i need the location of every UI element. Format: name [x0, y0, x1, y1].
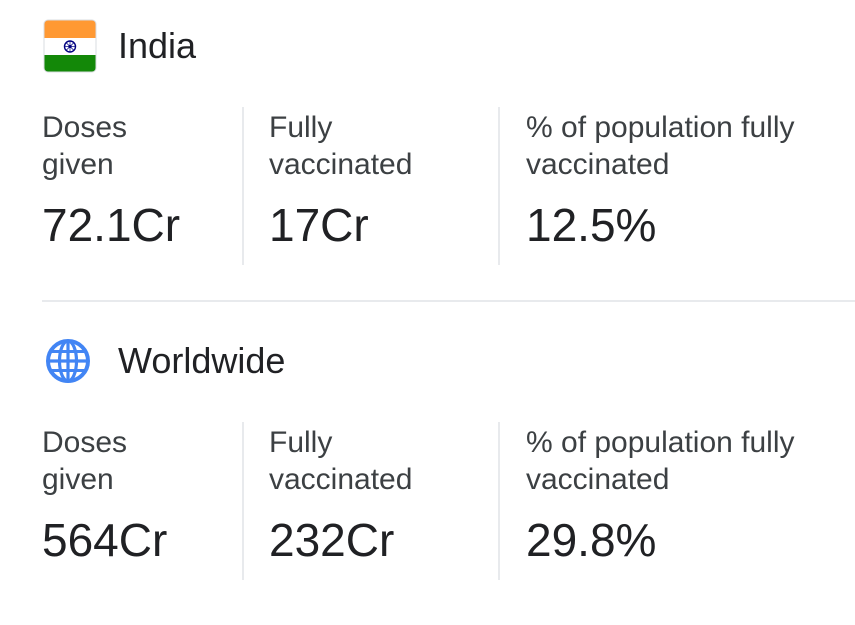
worldwide-stats: Doses given 564Cr Fully vaccinated 232Cr… — [0, 422, 855, 580]
doses-given-label: Doses given — [42, 426, 128, 496]
doses-given-value: 564Cr — [42, 514, 168, 566]
worldwide-header: Worldwide — [43, 333, 285, 389]
india-header: India — [43, 18, 196, 74]
fully-vaccinated-label: Fully vaccinated — [269, 111, 413, 181]
india-stat-doses-given: Doses given 72.1Cr — [42, 107, 232, 265]
worldwide-stat-fully-vaccinated: Fully vaccinated 232Cr — [269, 422, 489, 580]
population-percent-value: 12.5% — [526, 199, 657, 251]
worldwide-section: Worldwide Doses given 564Cr Fully vaccin… — [0, 315, 855, 625]
fully-vaccinated-value: 17Cr — [269, 199, 369, 251]
column-divider — [498, 422, 500, 580]
population-percent-value: 29.8% — [526, 514, 657, 566]
fully-vaccinated-label: Fully vaccinated — [269, 426, 413, 496]
india-stat-population-percent: % of population fully vaccinated 12.5% — [526, 107, 846, 265]
india-title: India — [118, 25, 197, 66]
doses-given-value: 72.1Cr — [42, 199, 181, 251]
column-divider — [498, 107, 500, 265]
worldwide-title: Worldwide — [118, 340, 286, 381]
population-percent-label: % of population fully vaccinated — [526, 111, 795, 181]
doses-given-label: Doses given — [42, 111, 128, 181]
globe-icon — [43, 334, 97, 388]
column-divider — [242, 107, 244, 265]
column-divider — [242, 422, 244, 580]
india-flag-icon — [43, 19, 97, 73]
fully-vaccinated-value: 232Cr — [269, 514, 395, 566]
worldwide-stat-population-percent: % of population fully vaccinated 29.8% — [526, 422, 846, 580]
india-section: India Doses given 72.1Cr Fully vaccinate… — [0, 0, 855, 302]
india-stat-fully-vaccinated: Fully vaccinated 17Cr — [269, 107, 489, 265]
worldwide-stat-doses-given: Doses given 564Cr — [42, 422, 232, 580]
population-percent-label: % of population fully vaccinated — [526, 426, 795, 496]
india-stats: Doses given 72.1Cr Fully vaccinated 17Cr… — [0, 107, 855, 265]
section-divider — [42, 300, 855, 302]
